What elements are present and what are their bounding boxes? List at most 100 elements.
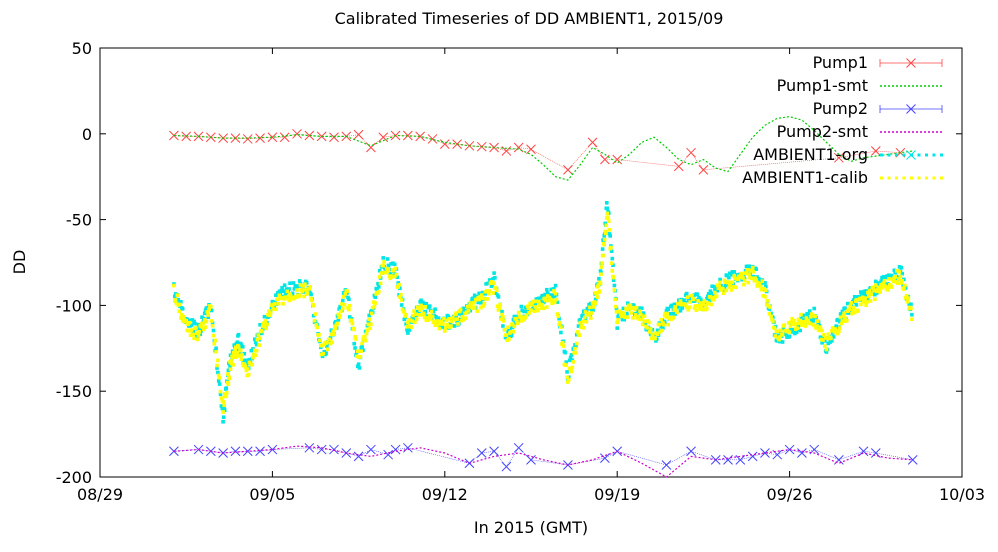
data-point xyxy=(778,335,782,339)
data-point xyxy=(671,315,676,320)
legend-swatch-marker xyxy=(906,150,916,160)
data-point xyxy=(253,340,258,345)
data-point xyxy=(386,267,391,272)
data-point xyxy=(255,446,265,457)
y-tick-label: 50 xyxy=(72,39,92,58)
data-point xyxy=(789,320,794,324)
data-point xyxy=(821,338,825,342)
data-point xyxy=(781,326,786,331)
y-axis: 50 0 -50 -100 -150 -200 xyxy=(56,39,962,487)
data-point xyxy=(909,302,913,307)
data-point xyxy=(882,279,887,283)
data-point xyxy=(254,342,259,347)
data-point xyxy=(824,347,829,352)
data-point xyxy=(414,312,418,316)
data-point xyxy=(215,363,219,368)
data-point xyxy=(415,131,426,142)
data-point xyxy=(335,321,340,326)
data-point xyxy=(416,306,421,310)
data-point xyxy=(706,292,711,296)
data-point xyxy=(332,332,336,336)
data-point xyxy=(341,306,345,311)
data-point xyxy=(902,287,906,291)
data-point xyxy=(513,442,524,453)
data-point xyxy=(602,237,607,242)
data-point xyxy=(324,351,328,355)
data-point xyxy=(353,335,357,339)
data-point xyxy=(325,344,329,348)
data-point xyxy=(903,296,908,300)
data-point xyxy=(352,327,356,332)
data-point xyxy=(329,132,339,143)
data-point xyxy=(587,313,591,317)
legend-swatch-dot xyxy=(932,153,936,157)
data-point xyxy=(626,315,630,319)
data-point xyxy=(242,446,253,457)
data-point xyxy=(504,336,509,340)
data-point xyxy=(556,314,561,319)
data-point xyxy=(578,318,583,322)
data-point xyxy=(640,322,645,327)
data-point xyxy=(253,337,257,341)
data-point xyxy=(834,329,838,333)
data-point xyxy=(454,311,458,315)
data-point xyxy=(682,298,686,302)
data-point xyxy=(467,304,472,308)
data-point xyxy=(294,295,298,299)
data-point xyxy=(591,305,596,309)
data-point xyxy=(529,308,533,312)
data-point xyxy=(701,302,706,307)
data-point xyxy=(698,307,702,311)
data-point xyxy=(398,295,402,299)
data-point xyxy=(690,293,694,298)
data-point xyxy=(228,367,233,371)
data-point xyxy=(455,319,459,324)
data-point xyxy=(516,310,521,315)
series-layer xyxy=(169,115,918,478)
data-point xyxy=(385,257,390,261)
data-point xyxy=(609,249,614,253)
data-point xyxy=(754,267,758,271)
data-point xyxy=(718,280,722,285)
data-point xyxy=(379,271,384,275)
data-point xyxy=(287,298,291,303)
data-point xyxy=(619,314,624,319)
data-point xyxy=(436,319,440,323)
data-point xyxy=(721,291,726,295)
data-point xyxy=(180,313,184,317)
data-point xyxy=(284,287,289,291)
data-point xyxy=(616,318,620,322)
data-point xyxy=(661,460,672,470)
data-point xyxy=(311,303,316,308)
data-point xyxy=(641,311,646,315)
data-point xyxy=(713,290,717,295)
data-point xyxy=(750,265,755,270)
data-point xyxy=(262,314,267,319)
data-point xyxy=(331,329,335,334)
data-point xyxy=(654,339,658,343)
data-point xyxy=(377,275,382,279)
data-point xyxy=(417,313,422,317)
data-point xyxy=(500,309,504,314)
data-point xyxy=(345,289,349,294)
data-point xyxy=(530,303,534,307)
data-point xyxy=(372,304,377,309)
data-point xyxy=(428,304,432,308)
data-point xyxy=(288,292,292,296)
data-point xyxy=(763,281,767,285)
data-point xyxy=(845,301,850,306)
data-point xyxy=(777,337,781,342)
legend-item: Pump1-smt xyxy=(777,76,942,95)
data-point xyxy=(602,242,606,247)
data-point xyxy=(271,307,276,311)
data-point xyxy=(854,303,859,307)
data-point xyxy=(830,326,835,330)
data-point xyxy=(767,312,772,316)
data-point xyxy=(397,283,401,287)
data-point xyxy=(732,274,736,278)
data-point xyxy=(601,253,605,258)
data-point xyxy=(452,317,457,322)
data-point xyxy=(273,300,277,304)
data-point xyxy=(787,330,792,334)
data-point xyxy=(873,292,877,297)
